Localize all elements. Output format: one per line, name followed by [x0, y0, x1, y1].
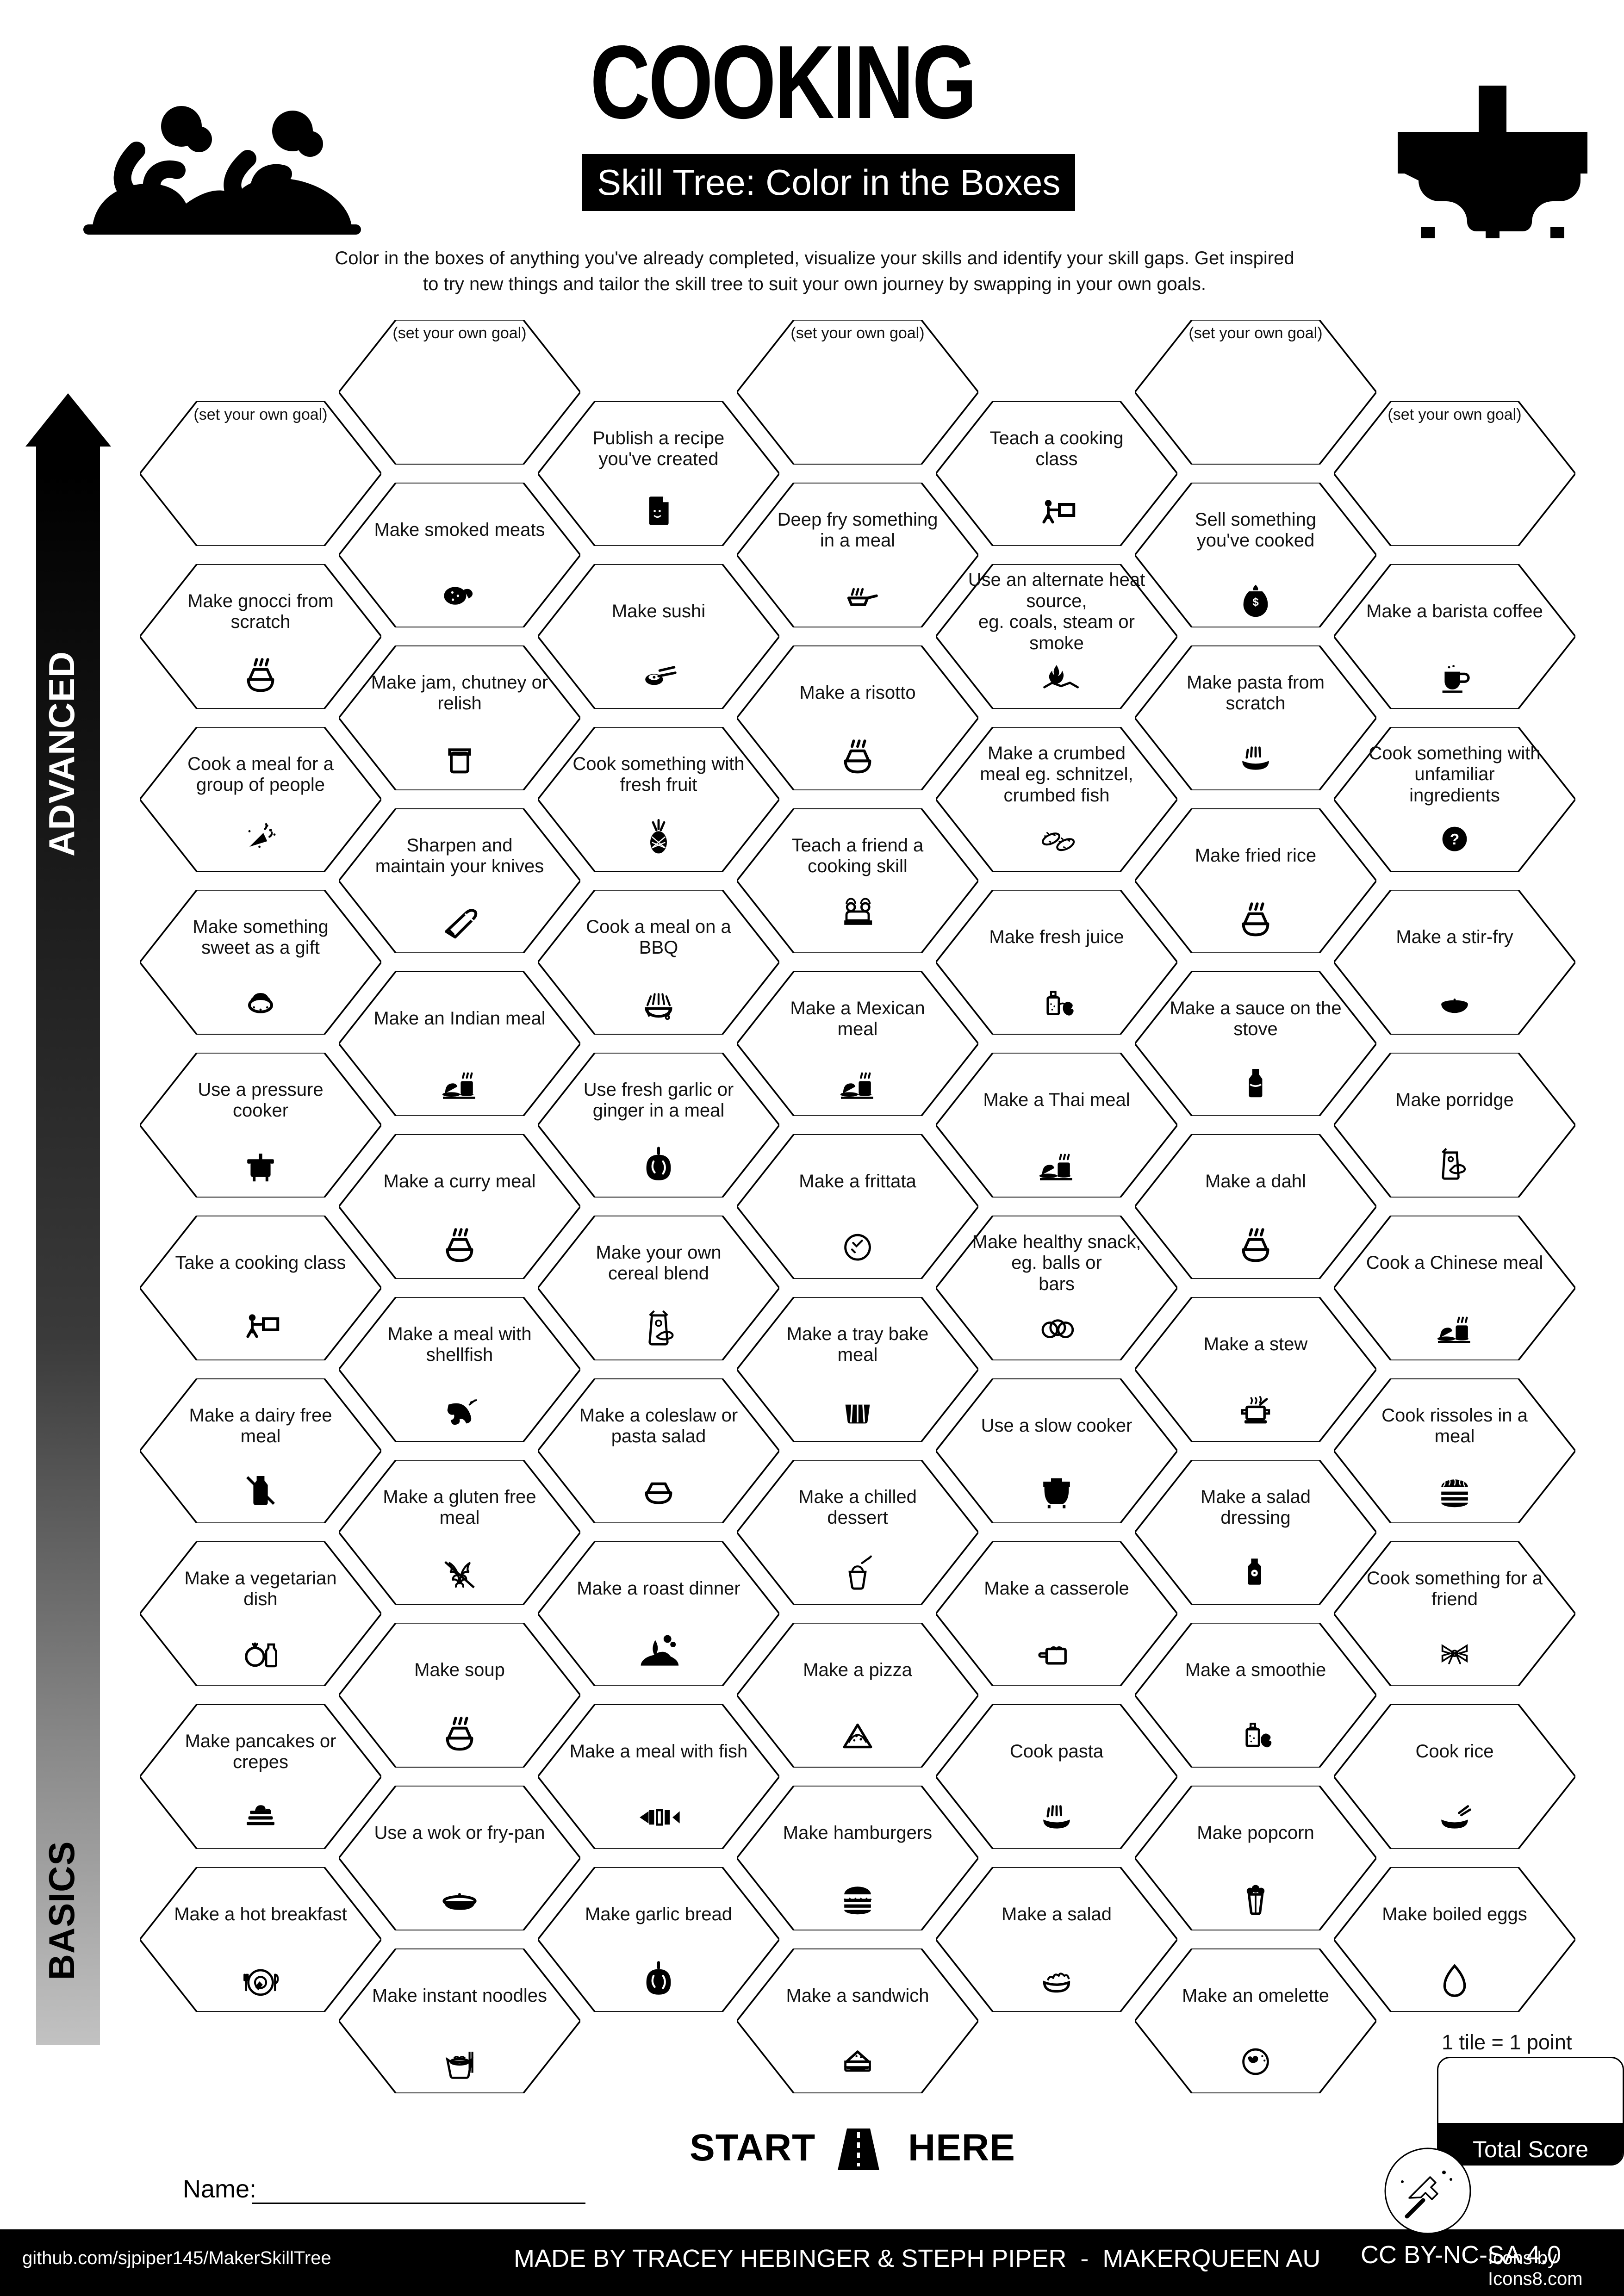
svg-text:$: $ — [1252, 596, 1259, 608]
svg-text:?: ? — [1450, 831, 1460, 848]
